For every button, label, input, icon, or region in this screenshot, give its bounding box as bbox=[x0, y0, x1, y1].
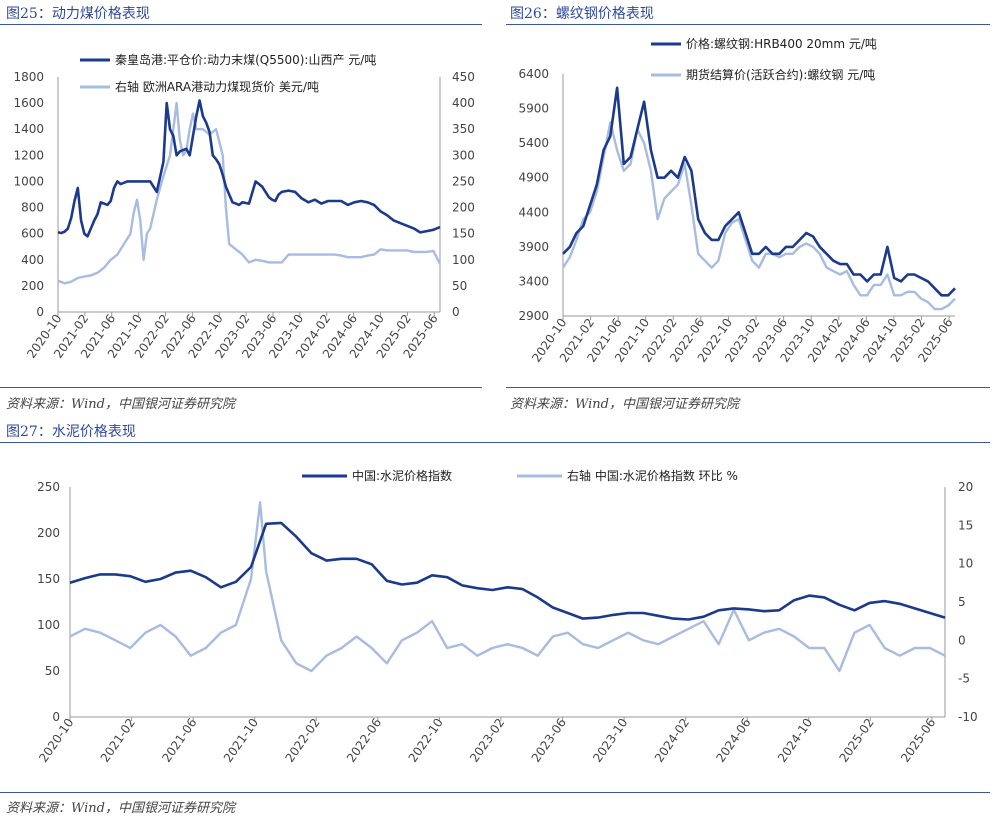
fig25-y-tick-right: 400 bbox=[452, 96, 475, 110]
fig27-x-tick-label: 2022-10 bbox=[406, 716, 446, 765]
fig27-x-tick-label: 2022-06 bbox=[344, 716, 384, 765]
fig25-legend-label-0: 秦皇岛港:平仓价:动力末煤(Q5500):山西产 元/吨 bbox=[115, 52, 376, 67]
fig26-legend-label-0: 价格:螺纹钢:HRB400 20mm 元/吨 bbox=[686, 36, 877, 51]
fig27-y-tick-right: 0 bbox=[958, 633, 966, 647]
fig25-legend-label-1: 右轴 欧洲ARA港动力煤现货价 美元/吨 bbox=[115, 79, 319, 94]
fig27-x-tick-label: 2024-02 bbox=[652, 716, 692, 765]
fig27-source: 资料来源：Wind，中国银河证券研究院 bbox=[6, 801, 235, 816]
fig27-series-secondary-line bbox=[69, 501, 946, 673]
fig27-x-tick-label: 2023-10 bbox=[590, 716, 630, 765]
fig25-y-tick-right: 200 bbox=[452, 201, 475, 215]
fig25-y-tick-right: 50 bbox=[452, 279, 467, 293]
fig27-y-tick-left: 250 bbox=[37, 480, 60, 494]
fig25-y-tick-left: 400 bbox=[21, 253, 44, 267]
fig27-x-tick-label: 2025-06 bbox=[898, 716, 938, 765]
fig27-series-primary-line bbox=[69, 521, 946, 621]
fig26-y-tick-left: 5900 bbox=[518, 102, 549, 116]
fig26-bottom-rule bbox=[506, 387, 990, 388]
fig25-top-rule bbox=[0, 24, 482, 25]
fig25-y-tick-left: 1600 bbox=[13, 96, 44, 110]
fig25-y-tick-right: 150 bbox=[452, 227, 475, 241]
fig27-x-tick-label: 2025-02 bbox=[837, 716, 877, 765]
fig26-series-primary-line bbox=[562, 86, 956, 297]
fig27-title: 图27：水泥价格表现 bbox=[6, 424, 136, 440]
fig25-series-primary-line bbox=[57, 99, 441, 238]
fig27-x-tick-label: 2021-02 bbox=[98, 716, 138, 765]
fig25-y-tick-right: 0 bbox=[452, 305, 460, 319]
fig27-y-tick-right: 20 bbox=[958, 480, 973, 494]
fig25-y-tick-left: 800 bbox=[21, 201, 44, 215]
fig26-top-rule bbox=[506, 24, 990, 25]
fig25-y-tick-left: 1800 bbox=[13, 70, 44, 84]
fig27-x-tick-label: 2024-06 bbox=[713, 716, 753, 765]
fig25-source: 资料来源：Wind，中国银河证券研究院 bbox=[6, 397, 235, 412]
fig26-y-tick-left: 5400 bbox=[518, 136, 549, 150]
fig25-y-tick-right: 250 bbox=[452, 174, 475, 188]
fig27-y-tick-right: -5 bbox=[958, 672, 970, 686]
fig27-y-tick-right: 5 bbox=[958, 595, 966, 609]
fig25-y-tick-left: 1400 bbox=[13, 122, 44, 136]
fig25-y-tick-left: 600 bbox=[21, 227, 44, 241]
fig27-x-tick-label: 2021-10 bbox=[221, 716, 261, 765]
fig25-y-tick-right: 100 bbox=[452, 253, 475, 267]
fig27-x-tick-label: 2022-02 bbox=[282, 716, 322, 765]
fig27-top-rule bbox=[0, 442, 990, 443]
fig25-y-tick-left: 1000 bbox=[13, 174, 44, 188]
fig26-legend-label-1: 期货结算价(活跃合约):螺纹钢 元/吨 bbox=[686, 67, 875, 82]
fig26-y-tick-left: 3400 bbox=[518, 274, 549, 288]
fig27-y-tick-right: 15 bbox=[958, 518, 973, 532]
fig26-y-tick-left: 4900 bbox=[518, 171, 549, 185]
fig27-y-tick-left: 200 bbox=[37, 526, 60, 540]
fig27-legend-label-0: 中国:水泥价格指数 bbox=[352, 468, 452, 483]
fig27-bottom-rule bbox=[0, 792, 990, 793]
fig25-title: 图25：动力煤价格表现 bbox=[6, 6, 150, 22]
fig25-bottom-rule bbox=[0, 387, 482, 388]
fig26-series-secondary-line bbox=[561, 121, 956, 311]
fig26-y-tick-left: 3900 bbox=[518, 240, 549, 254]
fig25-y-tick-right: 350 bbox=[452, 122, 475, 136]
fig27-x-tick-label: 2021-06 bbox=[159, 716, 199, 765]
fig27-y-tick-right: -10 bbox=[958, 710, 978, 724]
fig27-y-tick-left: 0 bbox=[52, 710, 60, 724]
fig26-y-tick-left: 2900 bbox=[518, 309, 549, 323]
fig25-y-tick-right: 300 bbox=[452, 148, 475, 162]
fig25-y-tick-right: 450 bbox=[452, 70, 475, 84]
fig27-y-tick-left: 50 bbox=[45, 664, 60, 678]
fig25-y-tick-left: 1200 bbox=[13, 148, 44, 162]
fig26-y-tick-left: 4400 bbox=[518, 205, 549, 219]
fig25-y-tick-left: 200 bbox=[21, 279, 44, 293]
fig25-series-secondary-line bbox=[57, 101, 442, 285]
fig27-x-tick-label: 2023-02 bbox=[467, 716, 507, 765]
fig26-source: 资料来源：Wind，中国银河证券研究院 bbox=[510, 397, 739, 412]
fig27-x-tick-label: 2023-06 bbox=[529, 716, 569, 765]
fig26-title: 图26：螺纹钢价格表现 bbox=[510, 6, 654, 22]
fig25-y-tick-left: 0 bbox=[36, 305, 44, 319]
fig27-y-tick-left: 100 bbox=[37, 618, 60, 632]
fig26-y-tick-left: 6400 bbox=[518, 67, 549, 81]
fig27-x-tick-label: 2024-10 bbox=[775, 716, 815, 765]
fig27-legend-label-1: 右轴 中国:水泥价格指数 环比 % bbox=[567, 468, 738, 483]
fig27-y-tick-right: 10 bbox=[958, 557, 973, 571]
fig27-y-tick-left: 150 bbox=[37, 572, 60, 586]
